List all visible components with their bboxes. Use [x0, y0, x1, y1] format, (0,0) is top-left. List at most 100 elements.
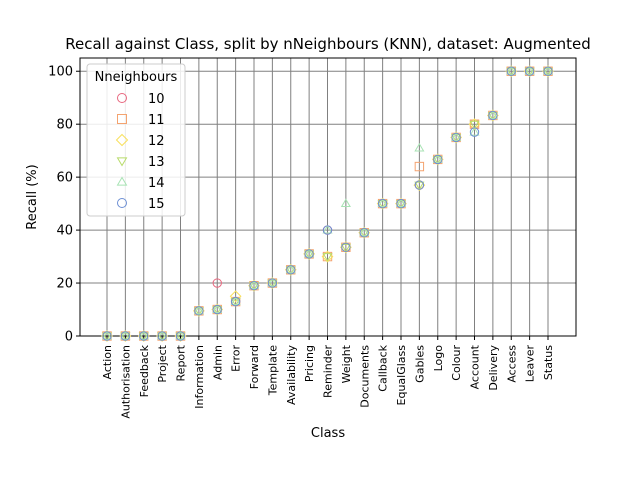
x-tick-label: Report — [175, 344, 188, 381]
point-13-Admin — [212, 306, 223, 315]
y-tick-label: 0 — [65, 330, 73, 345]
x-tick-label: Availability — [285, 345, 298, 405]
legend-marker-11 — [117, 114, 127, 124]
legend: Nneighbours 10 11 12 13 14 15 — [86, 63, 186, 217]
point-14-Report — [175, 330, 186, 340]
point-13-Weight — [340, 243, 351, 253]
point-13-EqualGlass — [395, 200, 407, 209]
point-13-Action — [101, 332, 113, 342]
x-tick-label: Account — [469, 344, 482, 389]
point-14-Logo — [432, 154, 443, 163]
y-tick-label: 40 — [56, 224, 73, 239]
point-10-Admin — [212, 278, 222, 288]
point-13-Delivery — [487, 112, 498, 121]
point-15-Reminder — [322, 225, 333, 235]
point-14-Colour — [451, 132, 462, 141]
x-tick-label: Documents — [358, 345, 371, 408]
point-13-Access — [506, 67, 517, 77]
legend-marker-12 — [115, 133, 129, 147]
point-13-Report — [175, 332, 186, 342]
point-13-Status — [542, 67, 554, 77]
point-15-Callback — [377, 198, 388, 209]
legend-title: Nneighbours — [95, 70, 178, 85]
y-tick-label: 100 — [48, 65, 73, 80]
legend-marker-10 — [117, 93, 127, 103]
point-13-Reminder — [322, 253, 333, 262]
y-axis-label: Recall (%) — [25, 164, 40, 229]
point-15-Colour — [451, 132, 461, 143]
point-14-Delivery — [487, 110, 498, 119]
point-14-Template — [267, 277, 278, 287]
legend-label-15: 15 — [148, 197, 165, 212]
point-15-Report — [175, 331, 186, 341]
point-15-Delivery — [488, 110, 498, 121]
point-13-Template — [267, 279, 278, 289]
point-14-Project — [157, 330, 168, 340]
point-11-Gables — [414, 161, 425, 172]
point-13-Documents — [359, 229, 370, 238]
point-14-Callback — [377, 198, 388, 208]
point-14-Availability — [285, 264, 296, 274]
point-14-Action — [101, 330, 113, 340]
legend-marker-13 — [116, 157, 128, 167]
point-13-Feedback — [138, 332, 149, 342]
x-tick-label: Weight — [340, 344, 353, 383]
point-14-Forward — [248, 280, 260, 290]
point-14-Weight — [340, 198, 351, 208]
y-tick-label: 60 — [56, 171, 73, 186]
point-13-Authorisation — [120, 332, 131, 342]
point-14-Error — [230, 296, 241, 306]
point-14-Access — [506, 66, 517, 75]
point-12-Error — [229, 290, 242, 303]
point-14-EqualGlass — [395, 198, 407, 208]
point-15-Documents — [359, 228, 369, 238]
x-tick-label: Information — [193, 345, 206, 409]
point-14-Account — [469, 126, 480, 136]
x-tick-label: Colour — [450, 345, 463, 381]
point-15-Project — [157, 331, 167, 341]
point-14-Feedback — [138, 330, 149, 340]
point-13-Pricing — [304, 250, 315, 260]
point-15-Weight — [341, 242, 351, 253]
point-14-Pricing — [304, 248, 315, 258]
point-15-Admin — [212, 304, 222, 315]
point-15-Error — [230, 296, 241, 307]
legend-box — [86, 63, 186, 217]
point-13-Leaver — [524, 67, 535, 77]
series-13 — [101, 67, 554, 342]
x-tick-label: Template — [266, 345, 279, 396]
x-tick-label: Status — [542, 345, 555, 380]
point-15-Account — [469, 127, 480, 137]
chart-title: Recall against Class, split by nNeighbou… — [65, 35, 590, 53]
x-tick-label: Leaver — [524, 345, 537, 383]
legend-label-10: 10 — [148, 92, 165, 107]
point-15-EqualGlass — [396, 198, 406, 209]
point-15-Access — [506, 66, 516, 76]
point-13-Availability — [285, 266, 296, 275]
point-14-Authorisation — [120, 330, 131, 340]
x-tick-label: Feedback — [138, 344, 151, 397]
point-14-Leaver — [524, 66, 535, 75]
x-tick-label: Pricing — [303, 345, 316, 382]
x-tick-label: Gables — [413, 345, 426, 383]
legend-label-11: 11 — [148, 113, 165, 128]
y-axis: 0 20 40 60 80 100 — [48, 65, 80, 345]
point-15-Gables — [414, 180, 425, 190]
point-14-Status — [542, 66, 554, 75]
point-13-Logo — [432, 155, 443, 165]
x-tick-label: Forward — [248, 345, 261, 389]
y-tick-label: 20 — [56, 277, 73, 292]
data-markers — [101, 65, 554, 342]
point-15-Feedback — [139, 331, 149, 341]
series-14 — [101, 66, 554, 340]
x-tick-label: EqualGlass — [395, 345, 408, 406]
point-13-Error — [230, 298, 241, 307]
point-15-Information — [194, 306, 204, 316]
legend-label-14: 14 — [148, 176, 165, 191]
point-15-Template — [267, 278, 278, 288]
x-tick-label: Reminder — [322, 345, 335, 398]
point-14-Admin — [212, 304, 223, 313]
point-14-Reminder — [322, 224, 333, 234]
legend-label-13: 13 — [148, 155, 165, 170]
